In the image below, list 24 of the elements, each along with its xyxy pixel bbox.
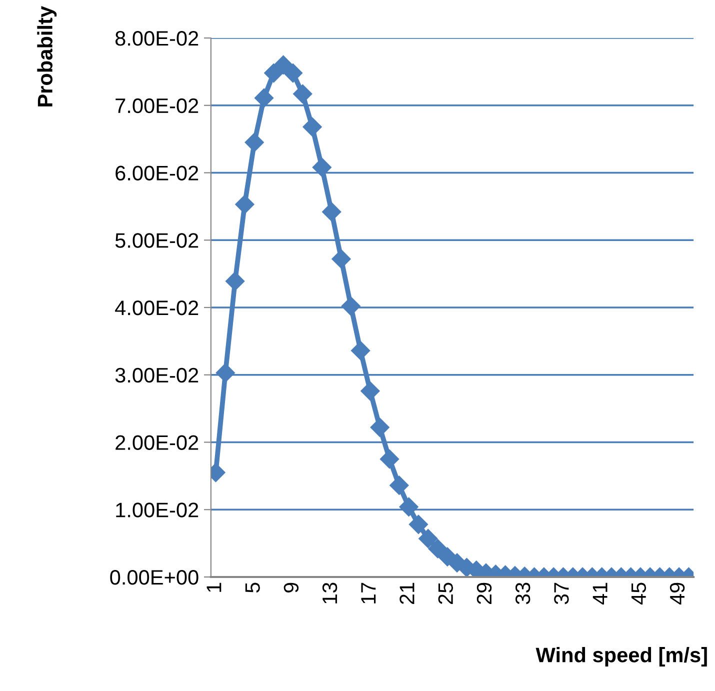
y-tick-label: 2.00E-02 bbox=[116, 435, 198, 450]
x-tick-label: 21 bbox=[400, 582, 414, 604]
x-tick-label: 29 bbox=[476, 582, 492, 604]
y-tick-label: 5.00E-02 bbox=[115, 233, 198, 248]
y-tick-label: 8.00E-02 bbox=[115, 31, 198, 46]
x-tick-label: 25 bbox=[438, 582, 454, 604]
x-tick-label: 9 bbox=[284, 582, 299, 592]
x-tick-label: 41 bbox=[592, 582, 608, 605]
x-tick-label: 49 bbox=[670, 582, 685, 605]
x-tick-label: 45 bbox=[632, 582, 646, 605]
x-axis-title: Wind speed [m/s] bbox=[536, 647, 707, 666]
y-tick-label: 0.00E+00 bbox=[110, 570, 198, 585]
x-tick-label: 17 bbox=[361, 582, 376, 604]
y-tick-label: 3.00E-02 bbox=[115, 368, 198, 383]
y-tick-label: 4.00E-02 bbox=[115, 300, 198, 316]
y-tick-label: 6.00E-02 bbox=[116, 166, 198, 181]
x-tick-label: 13 bbox=[322, 582, 338, 604]
x-tick-label: 1 bbox=[206, 582, 222, 592]
x-tick-label: 5 bbox=[245, 582, 260, 593]
y-tick-label: 1.00E-02 bbox=[116, 502, 198, 518]
x-tick-label: 37 bbox=[554, 582, 569, 604]
y-axis-title: Probabilty bbox=[37, 6, 57, 106]
x-tick-label: 33 bbox=[515, 582, 530, 604]
y-tick-label: 7.00E-02 bbox=[116, 98, 198, 114]
